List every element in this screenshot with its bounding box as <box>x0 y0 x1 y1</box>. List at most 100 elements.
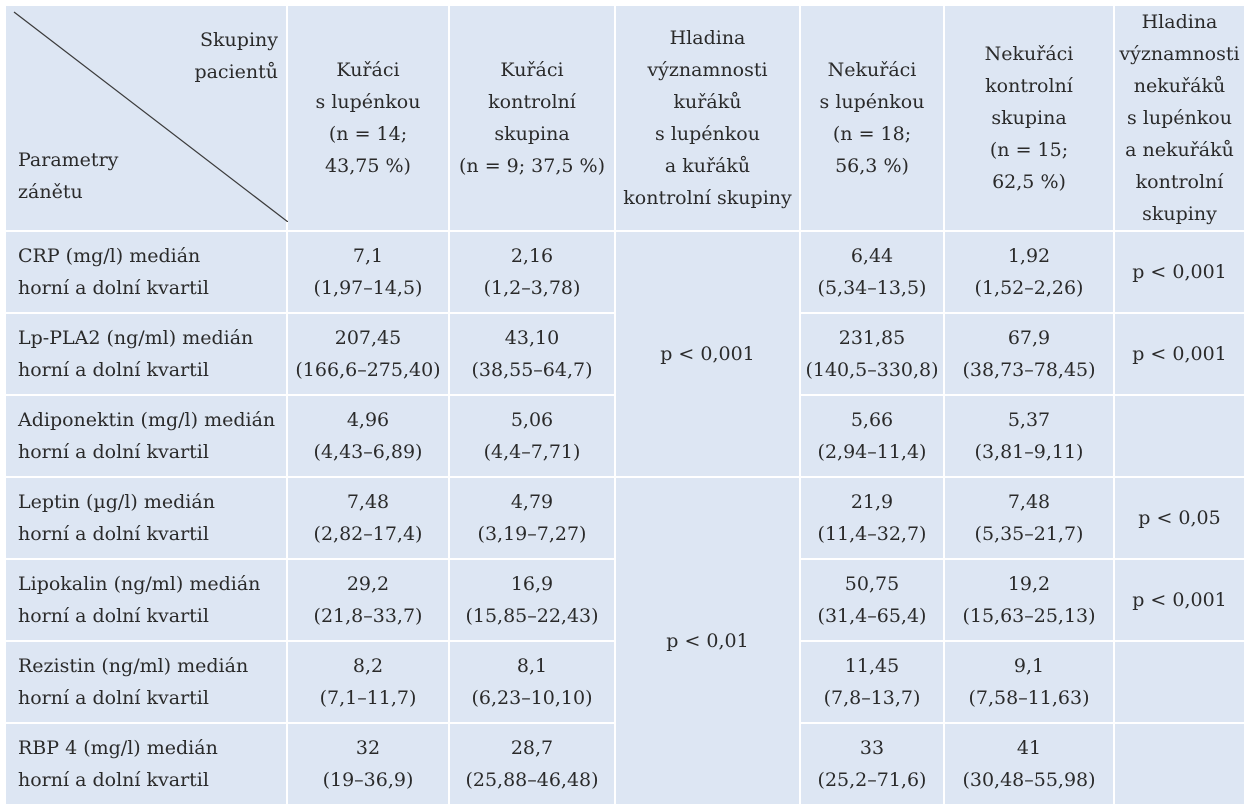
value-cell: 6,44 (5,34–13,5) <box>799 230 945 314</box>
value-cell: 7,1 (1,97–14,5) <box>286 230 450 314</box>
inflammation-parameters-table: Skupiny pacientů Parametry zánětu Kuřáci… <box>4 4 1246 806</box>
header-line: s lupénkou <box>315 91 421 113</box>
table-row: Rezistin (ng/ml) medián horní a dolní kv… <box>4 640 1246 724</box>
significance-value: p < 0,001 <box>1132 589 1227 611</box>
median-value: 1,92 <box>1007 245 1051 267</box>
median-value: 50,75 <box>844 573 900 595</box>
header-line: významnosti <box>647 59 768 81</box>
parameter-name: Rezistin (ng/ml) medián <box>18 655 249 677</box>
corner-header-cell: Skupiny pacientů Parametry zánětu <box>4 4 288 232</box>
table-row: Adiponektin (mg/l) medián horní a dolní … <box>4 394 1246 478</box>
header-line: kontrolní skupiny <box>623 187 792 209</box>
value-cell: 207,45 (166,6–275,40) <box>286 312 450 396</box>
value-cell: 32 (19–36,9) <box>286 722 450 806</box>
header-nonsmokers-control: Nekuřáci kontrolní skupina (n = 15; 62,5… <box>943 4 1115 232</box>
header-line: a kuřáků <box>664 155 751 177</box>
quartile-range: (21,8–33,7) <box>313 605 423 627</box>
header-line: (n = 14; <box>328 123 408 145</box>
header-line: významnosti <box>1119 43 1240 65</box>
significance-nonsmokers-cell: p < 0,05 <box>1113 476 1246 560</box>
value-cell: 5,66 (2,94–11,4) <box>799 394 945 478</box>
table-row: RBP 4 (mg/l) medián horní a dolní kvarti… <box>4 722 1246 806</box>
quartile-range: (11,4–32,7) <box>817 523 927 545</box>
significance-value: p < 0,05 <box>1138 507 1221 529</box>
quartile-range: (25,88–46,48) <box>465 769 599 791</box>
value-cell: 4,96 (4,43–6,89) <box>286 394 450 478</box>
header-line: kontrolní <box>488 91 576 113</box>
value-cell: 231,85 (140,5–330,8) <box>799 312 945 396</box>
median-value: 231,85 <box>838 327 906 349</box>
median-value: 28,7 <box>510 737 554 759</box>
header-line: 43,75 %) <box>325 155 411 177</box>
quartile-range: (31,4–65,4) <box>817 605 927 627</box>
median-value: 4,79 <box>510 491 554 513</box>
value-cell: 7,48 (2,82–17,4) <box>286 476 450 560</box>
value-cell: 28,7 (25,88–46,48) <box>448 722 616 806</box>
quartile-range: (1,97–14,5) <box>313 277 423 299</box>
quartile-range: (2,82–17,4) <box>313 523 423 545</box>
quartile-range: (15,63–25,13) <box>962 605 1096 627</box>
value-cell: 1,92 (1,52–2,26) <box>943 230 1115 314</box>
parameter-cell: CRP (mg/l) medián horní a dolní kvartil <box>4 230 288 314</box>
table-row: CRP (mg/l) medián horní a dolní kvartil … <box>4 230 1246 478</box>
header-line: Nekuřáci <box>984 43 1074 65</box>
median-value: 5,06 <box>510 409 554 431</box>
header-nonsmokers-psoriasis: Nekuřáci s lupénkou (n = 18; 56,3 %) <box>799 4 945 232</box>
parameter-cell: Adiponektin (mg/l) medián horní a dolní … <box>4 394 288 478</box>
value-cell: 8,1 (6,23–10,10) <box>448 640 616 724</box>
value-cell: 5,06 (4,4–7,71) <box>448 394 616 478</box>
parameter-subtitle: horní a dolní kvartil <box>18 359 209 381</box>
header-smokers-significance: Hladina významnosti kuřáků s lupénkou a … <box>614 4 801 232</box>
quartile-range: (30,48–55,98) <box>962 769 1096 791</box>
median-value: 8,2 <box>352 655 384 677</box>
parameter-subtitle: horní a dolní kvartil <box>18 277 209 299</box>
value-cell: 19,2 (15,63–25,13) <box>943 558 1115 642</box>
median-value: 7,1 <box>352 245 384 267</box>
header-line: skupina <box>494 123 570 145</box>
median-value: 6,44 <box>850 245 894 267</box>
value-cell: 8,2 (7,1–11,7) <box>286 640 450 724</box>
header-line: Kuřáci <box>500 59 564 81</box>
median-value: 7,48 <box>1007 491 1051 513</box>
header-line: skupiny <box>1142 203 1217 225</box>
value-cell: 5,37 (3,81–9,11) <box>943 394 1115 478</box>
median-value: 5,66 <box>850 409 894 431</box>
header-line: (n = 18; <box>832 123 912 145</box>
parameter-cell: Lipokalin (ng/ml) medián horní a dolní k… <box>4 558 288 642</box>
parameter-subtitle: horní a dolní kvartil <box>18 769 209 791</box>
quartile-range: (3,19–7,27) <box>477 523 587 545</box>
median-value: 19,2 <box>1007 573 1051 595</box>
quartile-range: (140,5–330,8) <box>805 359 939 381</box>
quartile-range: (5,34–13,5) <box>817 277 927 299</box>
header-line: (n = 9; 37,5 %) <box>459 155 605 177</box>
header-line: s lupénkou <box>655 123 760 145</box>
parameter-subtitle: horní a dolní kvartil <box>18 687 209 709</box>
parameter-name: Adiponektin (mg/l) medián <box>18 409 276 431</box>
median-value: 43,10 <box>504 327 560 349</box>
header-line: Kuřáci <box>336 59 400 81</box>
significance-value: p < 0,001 <box>1132 343 1227 365</box>
quartile-range: (7,1–11,7) <box>319 687 417 709</box>
quartile-range: (2,94–11,4) <box>817 441 927 463</box>
significance-nonsmokers-cell: p < 0,001 <box>1113 312 1246 396</box>
parameter-name: CRP (mg/l) medián <box>18 245 201 267</box>
header-smokers-control: Kuřáci kontrolní skupina (n = 9; 37,5 %) <box>448 4 616 232</box>
header-line: kontrolní <box>985 75 1073 97</box>
significance-nonsmokers-cell: p < 0,001 <box>1113 230 1246 314</box>
significance-nonsmokers-cell <box>1113 394 1246 478</box>
header-line: 56,3 %) <box>835 155 909 177</box>
corner-bottom-label: Parametry zánětu <box>18 144 118 208</box>
significance-smokers-cell: p < 0,001 <box>614 230 801 478</box>
parameter-subtitle: horní a dolní kvartil <box>18 441 209 463</box>
value-cell: 11,45 (7,8–13,7) <box>799 640 945 724</box>
median-value: 33 <box>859 737 885 759</box>
median-value: 207,45 <box>334 327 402 349</box>
significance-nonsmokers-cell <box>1113 640 1246 724</box>
parameter-cell: Rezistin (ng/ml) medián horní a dolní kv… <box>4 640 288 724</box>
parameter-name: Leptin (µg/l) medián <box>18 491 215 513</box>
parameter-cell: Leptin (µg/l) medián horní a dolní kvart… <box>4 476 288 560</box>
header-line: s lupénkou <box>819 91 925 113</box>
median-value: 2,16 <box>510 245 554 267</box>
median-value: 5,37 <box>1007 409 1051 431</box>
value-cell: 33 (25,2–71,6) <box>799 722 945 806</box>
